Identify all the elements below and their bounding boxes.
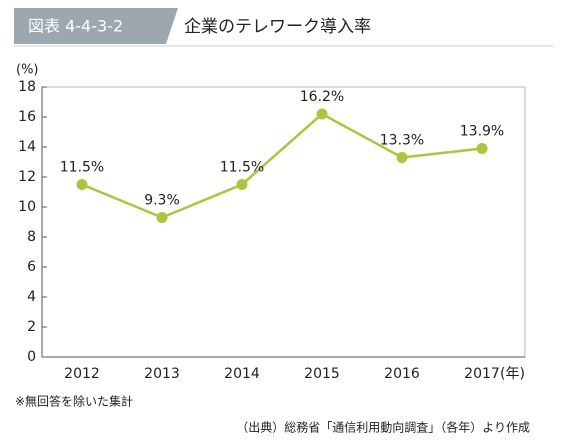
x-tick-label: 2014 [224, 366, 260, 382]
point [76, 179, 88, 190]
y-tick-label: 2 [27, 319, 36, 335]
chart-title: 企業のテレワーク導入率 [184, 17, 371, 37]
x-tick-label: 2015 [304, 366, 340, 382]
point [236, 179, 248, 190]
x-tick-label: 2016 [384, 366, 420, 382]
point [316, 108, 328, 120]
y-tick-label: 6 [27, 259, 36, 275]
footnote: ※無回答を除いた集計 [15, 394, 133, 409]
x-tick-label: 2013 [144, 366, 180, 382]
point [476, 143, 488, 154]
data-label: 16.2% [300, 89, 344, 105]
y-tick-label: 10 [18, 199, 36, 215]
y-tick-label: 18 [18, 79, 36, 95]
y-tick-label: 4 [27, 289, 36, 305]
data-label: 11.5% [220, 160, 264, 176]
data-label: 13.3% [380, 133, 424, 149]
y-tick-label: 12 [18, 169, 36, 185]
line [81, 112, 483, 219]
plot-frame [41, 86, 526, 358]
x-axis-label: (年) [500, 366, 525, 382]
figure-number: 図表 4-4-3-2 [28, 17, 123, 36]
x-tick-label: 2017 [464, 366, 500, 382]
y-tick-label: 14 [18, 139, 36, 155]
y-axis-label: (%) [16, 63, 39, 78]
y-tick-label: 8 [27, 229, 36, 245]
point [156, 212, 168, 223]
x-tick-label: 2012 [64, 366, 100, 382]
data-label: 11.5% [60, 160, 104, 176]
y-tick-label: 16 [18, 109, 36, 125]
point [396, 152, 408, 163]
source: （出典）総務省「通信利用動向調査」（各年）より作成 [236, 420, 530, 435]
data-label: 13.9% [460, 124, 504, 140]
y-tick-label: 0 [27, 349, 36, 365]
data-label: 9.3% [144, 193, 180, 209]
header-badge [14, 8, 178, 44]
